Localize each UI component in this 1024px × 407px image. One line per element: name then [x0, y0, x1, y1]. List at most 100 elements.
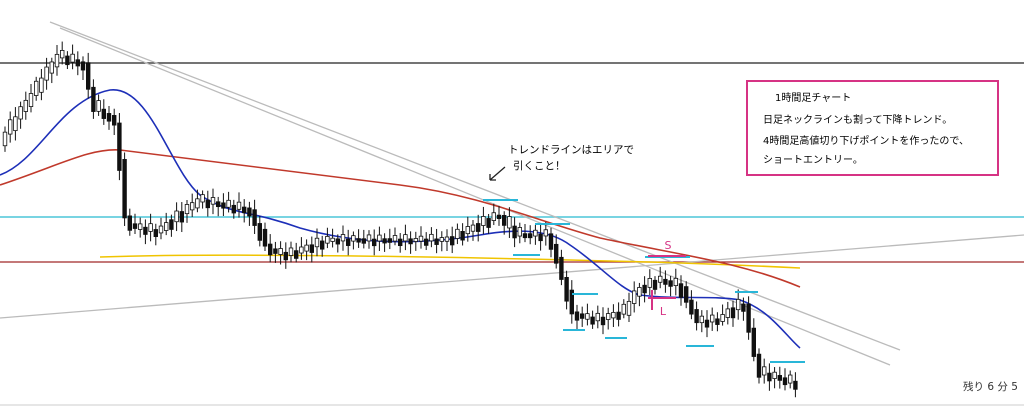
candle-part	[148, 223, 153, 232]
candle-part	[184, 204, 190, 215]
candle-part	[720, 314, 725, 322]
candle-part	[319, 240, 325, 250]
candle-part	[429, 233, 434, 242]
candle-part	[486, 218, 491, 228]
candle-part	[767, 372, 772, 382]
candle-part	[117, 122, 122, 171]
candle-part	[637, 287, 642, 297]
candle-part	[174, 210, 179, 223]
candle-part	[741, 303, 746, 312]
candle-part	[70, 53, 75, 63]
box-title: 1時間足チャート	[775, 92, 851, 104]
candle-part	[39, 77, 44, 93]
candle-part	[179, 211, 184, 223]
candle-part	[366, 234, 372, 242]
candle-part	[632, 290, 637, 304]
candle-part	[96, 100, 101, 112]
candle-part	[262, 228, 268, 247]
candle-part	[210, 197, 216, 205]
moving-average	[0, 149, 801, 288]
candle-part	[387, 238, 392, 243]
candle-part	[403, 234, 408, 242]
candle-part	[86, 62, 91, 90]
candle-part	[137, 223, 143, 230]
candle-part	[772, 371, 777, 379]
candle-part	[304, 244, 309, 252]
candle-part	[533, 229, 538, 237]
candle-part	[554, 243, 559, 264]
candle-part	[236, 201, 242, 210]
trendline	[59, 27, 891, 366]
candle-part	[101, 108, 106, 119]
candle-part	[652, 279, 658, 290]
candle-part	[528, 233, 533, 239]
candle-part	[559, 256, 564, 280]
entry-marks	[648, 255, 686, 310]
candle-part	[710, 314, 715, 323]
candle-part	[345, 238, 351, 246]
candle-part	[507, 216, 512, 229]
candle-part	[788, 374, 793, 384]
candle-part	[777, 375, 782, 381]
candle-part	[491, 212, 496, 221]
candle-part	[299, 246, 304, 254]
candle-part	[153, 229, 158, 238]
candle-part	[564, 277, 569, 302]
annotation-box	[746, 80, 999, 176]
candle-part	[247, 207, 252, 217]
candle-part	[132, 223, 138, 229]
candle-part	[689, 299, 694, 315]
candle-part	[626, 300, 632, 316]
candle-part	[91, 86, 96, 112]
candle-part	[699, 315, 704, 324]
candle-part	[569, 289, 574, 315]
candle-part	[782, 377, 788, 386]
candle-part	[377, 234, 382, 242]
candle-part	[226, 199, 231, 208]
candle-part	[309, 244, 314, 253]
candle-part	[501, 214, 507, 226]
candle-part	[397, 238, 403, 247]
candle-part	[455, 228, 460, 239]
candle-part	[496, 214, 502, 219]
candle-part	[392, 235, 398, 242]
candle-part	[647, 278, 652, 288]
candle-part	[590, 316, 595, 325]
candle-part	[273, 248, 278, 254]
candle-part	[600, 316, 606, 326]
candle-part	[340, 234, 346, 242]
candle-part	[543, 229, 548, 237]
candle-part	[756, 353, 762, 378]
candle-part	[574, 311, 580, 321]
status-text: 残り 6 分 5	[963, 380, 1018, 393]
candle-part	[512, 225, 517, 239]
candle-part	[49, 61, 54, 74]
candle-part	[252, 209, 257, 226]
candle-part	[112, 115, 117, 126]
candle-part	[80, 61, 86, 71]
candle-part	[730, 307, 736, 319]
candle-part	[642, 284, 647, 294]
note-line: 引くこと！	[513, 159, 566, 172]
candle-part	[751, 327, 756, 357]
candle-part	[169, 219, 174, 230]
candle-part	[517, 227, 522, 237]
candle-part	[215, 201, 221, 208]
candle-part	[278, 248, 283, 255]
candle-part	[423, 238, 429, 246]
candle-part	[595, 312, 600, 322]
candle-part	[356, 238, 361, 243]
candle-part	[611, 312, 616, 319]
candle-part	[241, 206, 247, 214]
candle-part	[704, 319, 710, 328]
candle-part	[408, 238, 413, 245]
candle-part	[163, 222, 169, 231]
candle-part	[439, 237, 444, 242]
candle-part	[13, 116, 18, 132]
candle-part	[189, 202, 195, 211]
candle-part	[684, 286, 689, 303]
candles	[2, 41, 798, 398]
candle-part	[325, 236, 330, 244]
candle-part	[351, 235, 356, 242]
